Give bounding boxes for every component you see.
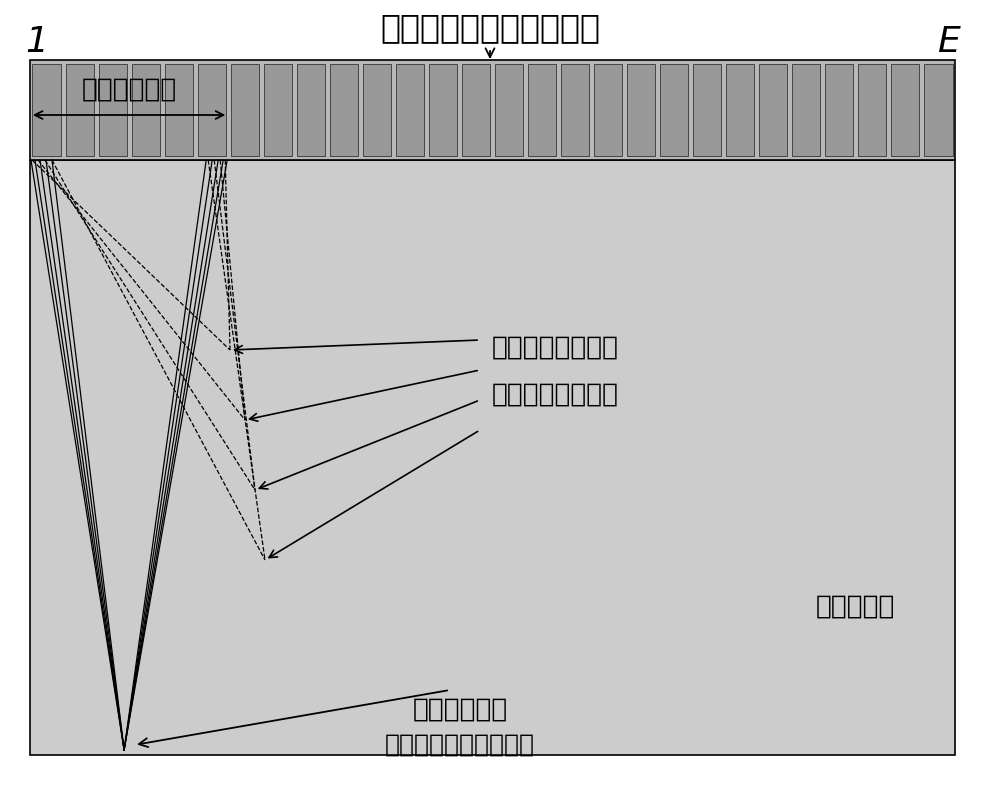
Text: 接收动态深度聚焦: 接收动态深度聚焦	[492, 335, 619, 361]
Bar	[30, 160, 955, 755]
Bar	[594, 64, 622, 156]
Bar	[330, 64, 358, 156]
Bar	[264, 64, 292, 156]
Bar	[32, 64, 61, 156]
Bar	[627, 64, 655, 156]
Text: 一个阵列孔径: 一个阵列孔径	[82, 77, 177, 103]
Bar	[826, 64, 853, 156]
Bar	[164, 64, 193, 156]
Bar	[760, 64, 787, 156]
Bar	[297, 64, 325, 156]
Text: 被检测工件: 被检测工件	[816, 594, 895, 619]
Bar	[561, 64, 589, 156]
Bar	[528, 64, 556, 156]
Bar	[429, 64, 457, 156]
Bar	[230, 64, 259, 156]
Bar	[66, 64, 93, 156]
Bar	[30, 60, 955, 160]
Text: E: E	[937, 25, 960, 59]
Bar	[495, 64, 523, 156]
Bar	[693, 64, 721, 156]
Bar	[726, 64, 755, 156]
Text: 发射聚焦位置: 发射聚焦位置	[412, 697, 508, 723]
Text: 的各聚焦深度位置: 的各聚焦深度位置	[492, 382, 619, 408]
Bar	[98, 64, 127, 156]
Text: （被检测工件下表面）: （被检测工件下表面）	[385, 733, 535, 757]
Bar	[132, 64, 159, 156]
Bar	[363, 64, 391, 156]
Bar	[892, 64, 919, 156]
Text: 1: 1	[25, 25, 48, 59]
Bar	[198, 64, 225, 156]
Bar	[396, 64, 424, 156]
Text: 相控阵直探头各阵元晶片: 相控阵直探头各阵元晶片	[380, 11, 600, 45]
Bar	[792, 64, 821, 156]
Bar	[858, 64, 887, 156]
Bar	[660, 64, 688, 156]
Bar	[924, 64, 953, 156]
Bar	[461, 64, 490, 156]
